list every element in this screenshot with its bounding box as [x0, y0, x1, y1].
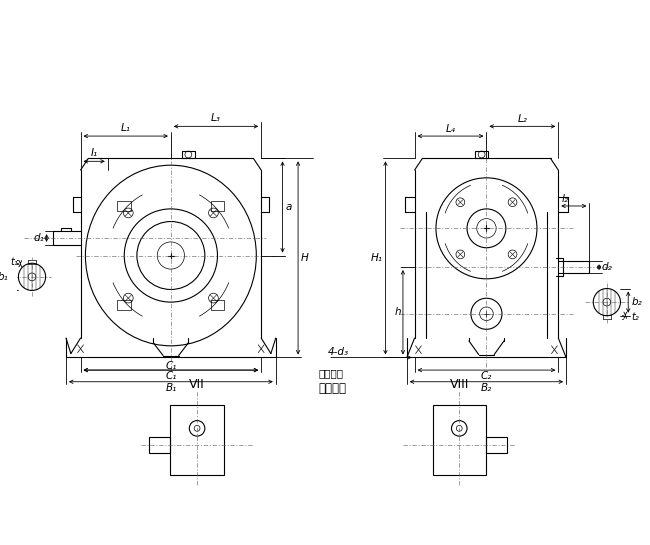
Text: VIII: VIII — [450, 378, 469, 391]
Bar — [181, 150, 195, 159]
Text: 4-d₃: 4-d₃ — [328, 348, 349, 358]
Bar — [486, 437, 508, 453]
Text: B₁: B₁ — [165, 383, 177, 393]
Bar — [211, 300, 224, 310]
Text: C₂: C₂ — [481, 371, 492, 381]
Text: d₂: d₂ — [602, 262, 613, 272]
Text: I₁: I₁ — [90, 148, 98, 159]
Bar — [118, 300, 131, 310]
Text: B₂: B₂ — [481, 383, 492, 393]
Text: t₂: t₂ — [631, 312, 639, 322]
Text: l₂: l₂ — [561, 194, 568, 204]
Text: VII: VII — [189, 378, 205, 391]
Text: L₃: L₃ — [211, 113, 221, 124]
Bar — [149, 437, 170, 453]
Text: C₁: C₁ — [165, 371, 177, 381]
Text: d₁: d₁ — [34, 233, 45, 243]
Text: H: H — [301, 253, 309, 263]
Text: C₁: C₁ — [165, 361, 177, 371]
Bar — [432, 405, 486, 475]
Bar — [170, 405, 224, 475]
Bar — [118, 201, 131, 211]
Text: t₁: t₁ — [10, 257, 18, 267]
Text: L₄: L₄ — [446, 124, 456, 134]
Text: a: a — [285, 202, 292, 212]
Text: b₂: b₂ — [631, 297, 642, 307]
Text: 装配型式: 装配型式 — [318, 382, 346, 395]
Bar — [211, 201, 224, 211]
Text: L₁: L₁ — [121, 123, 131, 133]
Bar — [474, 150, 488, 159]
Text: h: h — [395, 307, 401, 317]
Text: b₁: b₁ — [0, 272, 8, 282]
Text: L₂: L₂ — [517, 114, 527, 124]
Text: H₁: H₁ — [370, 253, 383, 263]
Text: 螺栓直径: 螺栓直径 — [318, 368, 343, 378]
